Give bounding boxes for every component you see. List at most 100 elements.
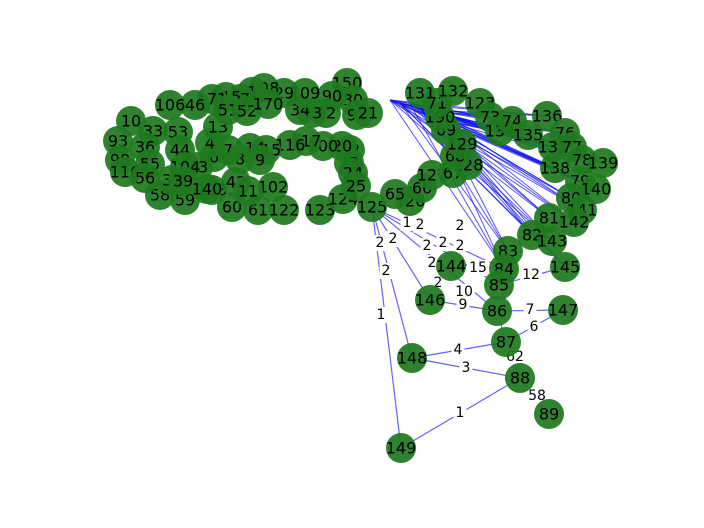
edge-label-background [374,307,388,323]
graph-node: 11 [233,176,263,206]
node-label: 149 [386,439,417,458]
edge-label-text: 2 [456,238,465,254]
node-label: 88 [510,369,530,388]
graph-node: 139 [588,148,619,178]
node-label: 125 [357,198,388,217]
node-circle [233,176,263,206]
node-circle [513,120,543,150]
graph-node: 56 [130,163,160,193]
graph-node: 132 [438,76,469,106]
edge-label-text: 15 [469,260,487,276]
edge-label-text: 7 [526,302,535,318]
node-label: 39 [173,172,193,191]
edge-weight-label: 12 [520,267,542,283]
edge-label-background [453,218,467,234]
node-circle [505,363,535,393]
edge-label-background [425,255,439,271]
node-circle [588,148,618,178]
node-circle [168,166,198,196]
edge-weight-label: 6 [527,319,541,335]
edge-weight-label: 1 [400,215,414,231]
node-label: 52 [237,102,257,121]
node-circle [245,145,275,175]
node-layer: 1503092219032933410929108157115171461061… [103,68,618,463]
edge-label-text: 6 [530,319,539,335]
graph-node: 135 [513,120,544,150]
graph-node: 147 [548,295,578,325]
edge-label-text: 10 [455,284,473,300]
edge-weight-label: 2 [453,218,467,234]
graph-node: 138 [540,153,571,183]
edge-label-background [467,260,489,276]
node-circle [484,270,514,300]
graph-node: 149 [386,433,417,463]
edge-label-background [523,302,537,318]
edge-label-background [436,235,450,251]
edge-label-background [453,405,467,421]
edge-weight-label: 4 [451,342,465,358]
graph-node: 25 [341,171,371,201]
node-label: 123 [305,201,336,220]
node-label: 11 [238,182,258,201]
node-label: 65 [385,185,405,204]
edge-weight-label: 3 [459,360,473,376]
node-label: 7 [223,141,233,160]
edge-label-text: 2 [428,255,437,271]
node-label: 170 [253,95,284,114]
node-label: 136 [532,107,563,126]
edge-label-background [527,319,541,335]
edge-weight-label: 2 [436,235,450,251]
edge-label-background [526,388,548,404]
node-circle [436,251,466,281]
edge-label-text: 2 [376,235,385,251]
edge-weight-label: 2 [413,217,427,233]
graph-node: 125 [357,192,388,222]
node-label: 25 [346,177,366,196]
edge-label-background [379,263,393,279]
node-label: 131 [405,84,436,103]
node-circle [482,296,512,326]
node-label: 10 [121,112,141,131]
node-circle [341,171,371,201]
edge-weight-label: 2 [453,238,467,254]
node-label: 78 [572,151,592,170]
node-circle [253,89,283,119]
edge-label-background [456,297,470,313]
graph-node: 60 [217,192,247,222]
edge-weight-label: 1 [453,405,467,421]
edge-label-text: 2 [382,263,391,279]
node-circle [534,399,564,429]
edge-weight-label: 2 [379,263,393,279]
edge-weight-label: 2 [373,235,387,251]
node-label: 139 [588,154,619,173]
node-circle [357,192,387,222]
edge-label-text: 9 [459,297,468,313]
node-label: 132 [438,82,469,101]
node-circle [540,153,570,183]
edge-label-text: 1 [456,405,465,421]
edge-label-text: 2 [389,231,398,247]
node-circle [438,76,468,106]
node-label: 144 [436,257,467,276]
node-label: 56 [135,169,155,188]
graph-node: 65 [380,179,410,209]
node-label: 21 [358,104,378,123]
graph-node: 142 [559,207,589,237]
node-circle [537,226,567,256]
node-label: 135 [513,126,544,145]
edge-weight-label: 2 [386,231,400,247]
graph-node: 122 [269,195,300,225]
edge-bundle-line [389,99,583,211]
edge-weight-label: 10 [453,284,475,300]
node-circle [305,195,335,225]
node-label: 122 [269,201,300,220]
node-label: 138 [540,159,571,178]
node-circle [192,174,222,204]
node-circle [269,195,299,225]
node-circle [491,327,521,357]
edge-label-background [451,342,465,358]
node-label: 9 [255,151,265,170]
edge-label-background [413,217,427,233]
edge-label-text: 2 [416,217,425,233]
node-circle [130,163,160,193]
